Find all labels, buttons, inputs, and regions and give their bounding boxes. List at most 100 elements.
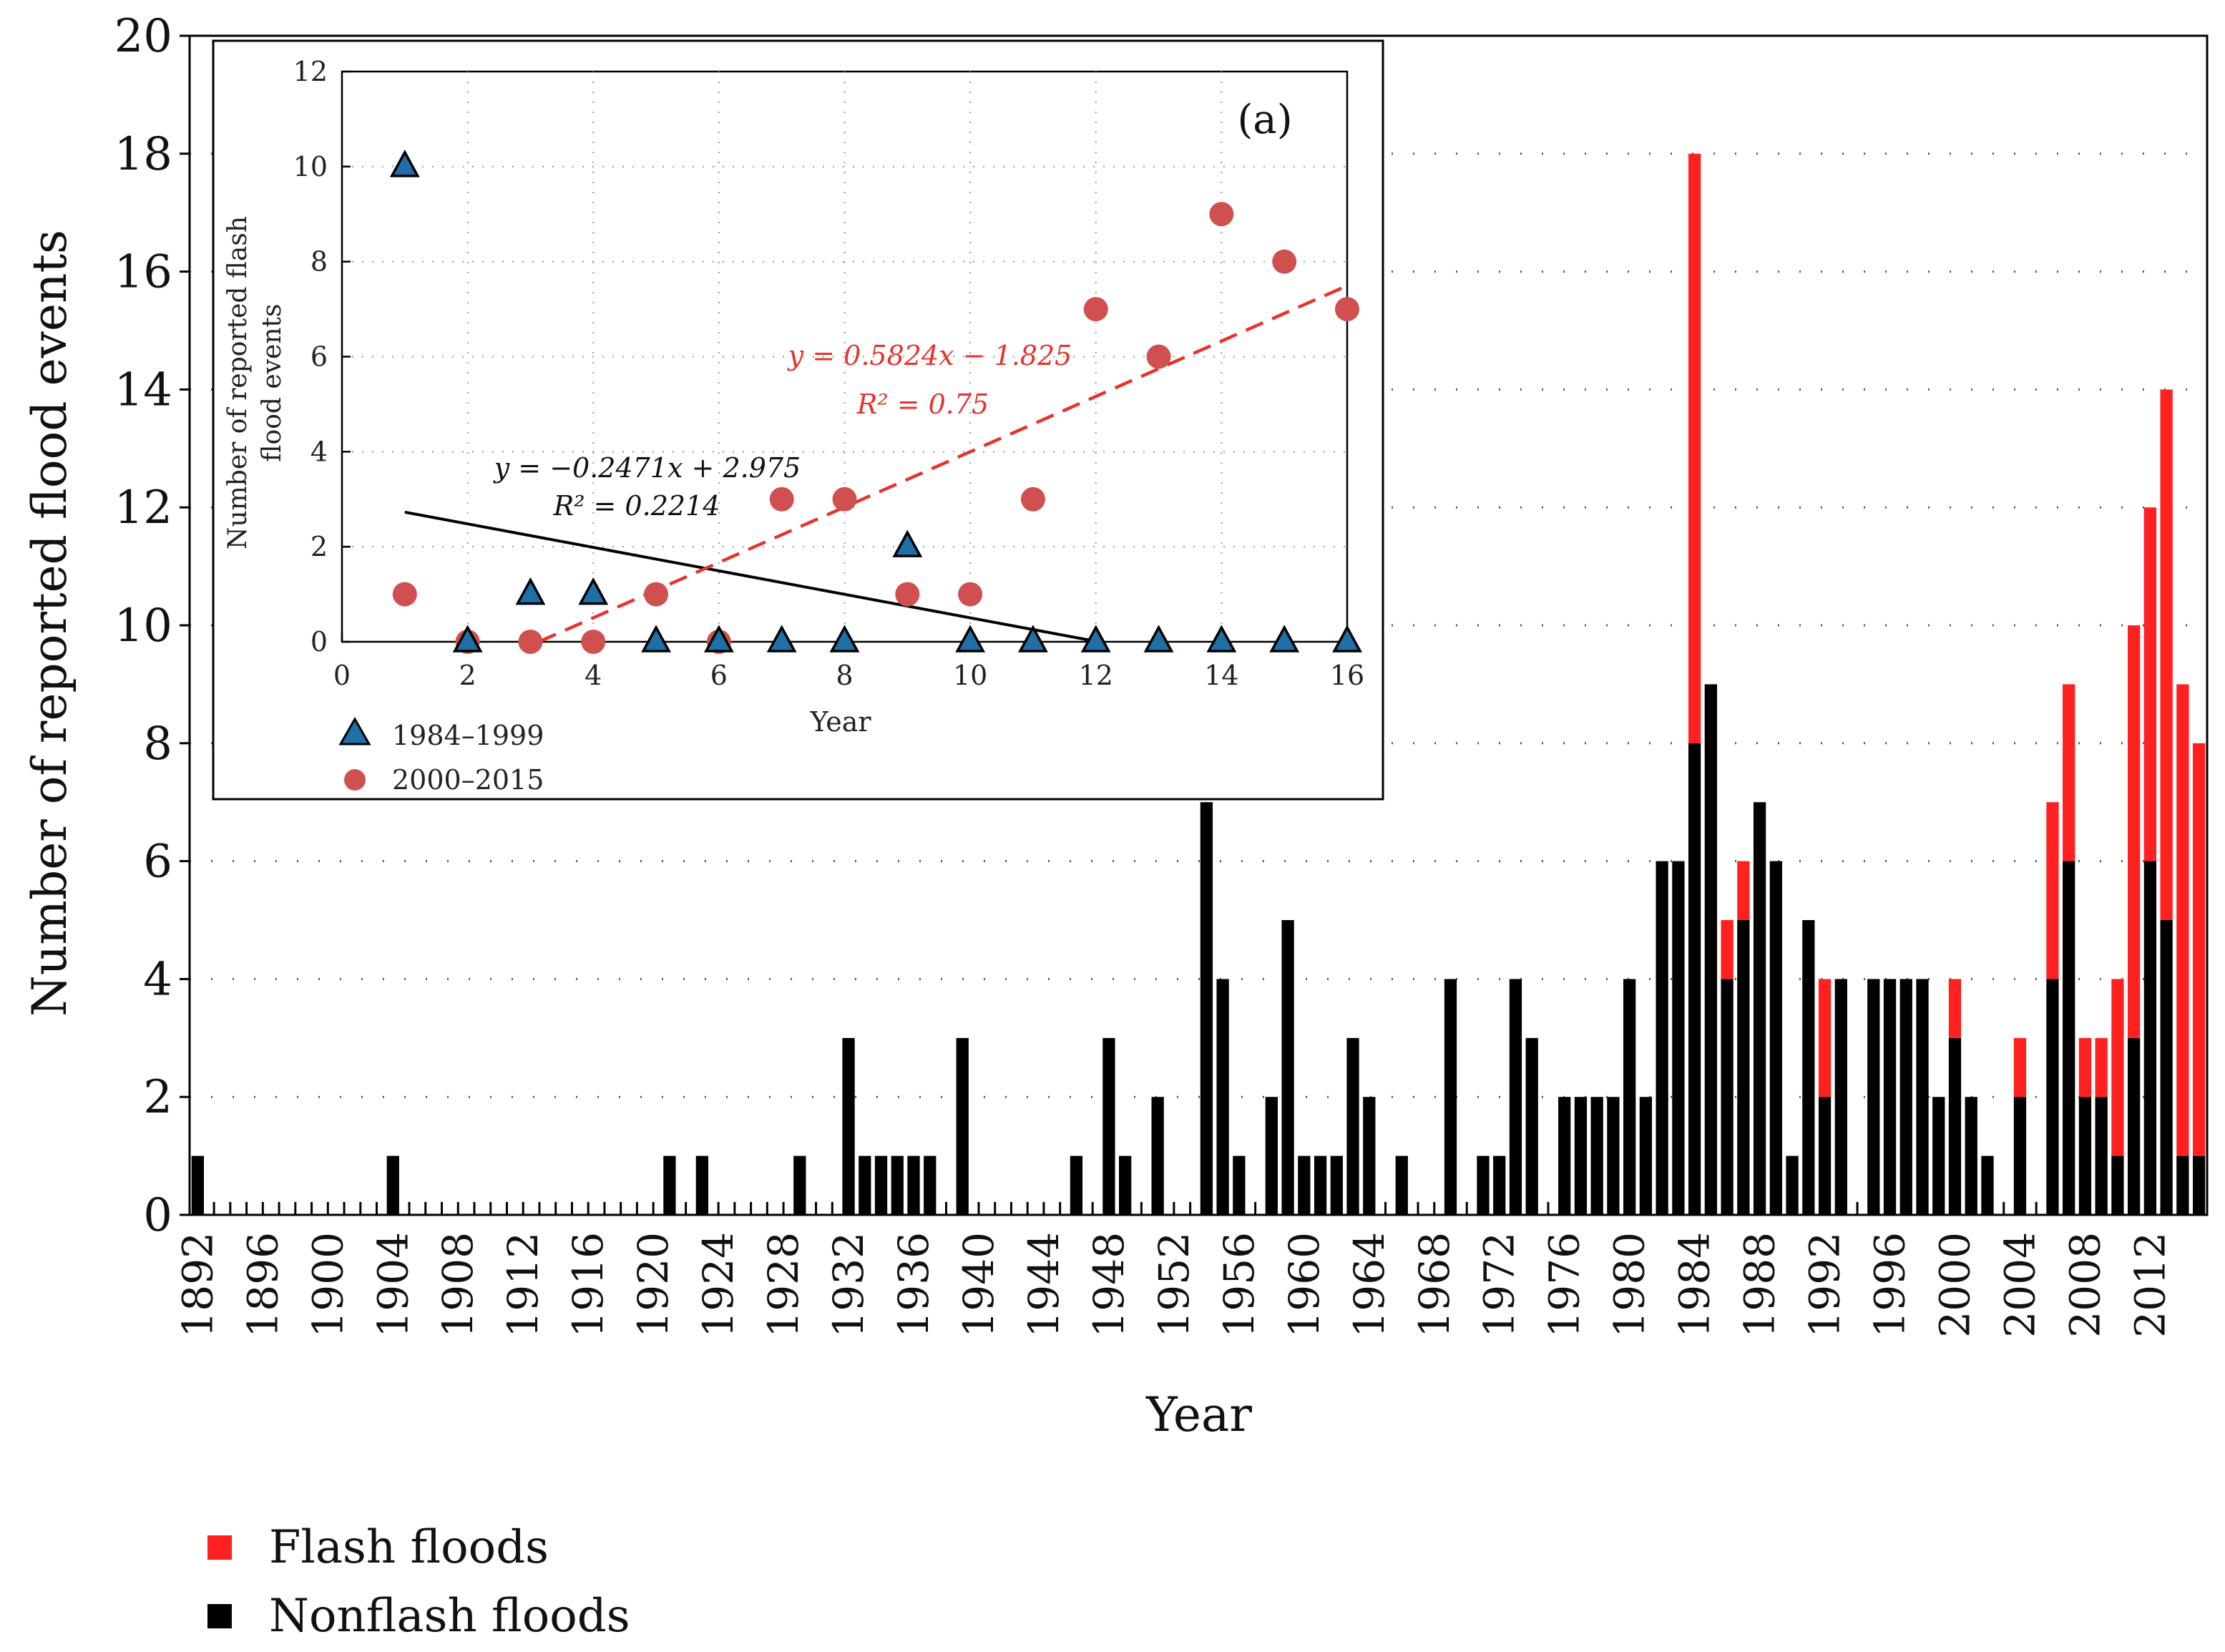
inset-x-tick-label: 14 [1204, 660, 1238, 691]
nonflash-bar-1987 [1737, 920, 1750, 1215]
fit-equation-red: y = 0.5824x − 1.825 [787, 340, 1072, 371]
point-1984-1999 [1017, 625, 1048, 653]
nonflash-bar-1958 [1265, 1097, 1278, 1215]
point-2000-2015 [1209, 202, 1234, 227]
nonflash-bar-1992 [1818, 1097, 1832, 1215]
x-tick-label: 1892 [173, 1232, 222, 1338]
x-tick-label: 1988 [1736, 1232, 1784, 1338]
nonflash-bar-1985 [1704, 684, 1718, 1215]
nonflash-bar-2013 [2160, 920, 2173, 1215]
x-tick-label: 2012 [2126, 1232, 2174, 1338]
nonflash-bar-1986 [1721, 979, 1733, 1215]
nonflash-bar-2008 [2078, 1097, 2092, 1215]
y-tick-label: 18 [114, 128, 172, 181]
x-tick-label: 1956 [1215, 1232, 1263, 1338]
nonflash-bar-2006 [2046, 979, 2059, 1215]
x-tick-label: 1968 [1410, 1232, 1459, 1338]
inset-x-tick-label: 0 [333, 660, 351, 691]
flash-bar-2007 [2063, 684, 2075, 861]
nonflash-bar-1999 [1932, 1097, 1945, 1215]
nonflash-bar-1932 [842, 1037, 855, 1215]
nonflash-bar-1988 [1753, 802, 1766, 1215]
legend-item-flash: Flash floods [207, 1513, 630, 1582]
y-tick-label: 4 [143, 953, 172, 1006]
legend-swatch-flash [207, 1535, 232, 1560]
nonflash-bar-1997 [1899, 979, 1912, 1215]
nonflash-bar-2010 [2111, 1155, 2124, 1215]
x-tick-label: 1944 [1019, 1232, 1068, 1338]
inset-x-tick-label: 8 [836, 660, 853, 691]
nonflash-bar-1955 [1216, 979, 1229, 1215]
nonflash-bar-1964 [1363, 1097, 1376, 1215]
nonflash-bar-1978 [1590, 1097, 1603, 1215]
flash-bar-2004 [2013, 1037, 2027, 1098]
fit-line-1984-1999 [404, 510, 1097, 643]
point-1984-1999 [829, 625, 860, 653]
x-tick-label: 1984 [1671, 1232, 1719, 1338]
x-tick-label: 1908 [434, 1232, 482, 1338]
nonflash-bar-1946 [1070, 1155, 1083, 1215]
point-2000-2015 [769, 487, 794, 512]
point-1984-1999 [389, 150, 420, 177]
y-tick-label: 14 [114, 363, 172, 416]
point-2000-2015 [958, 582, 983, 607]
y-tick-label: 0 [143, 1189, 172, 1242]
nonflash-bar-1935 [891, 1155, 904, 1215]
nonflash-bar-1966 [1395, 1155, 1408, 1215]
x-tick-label: 2004 [1995, 1232, 2044, 1338]
inset-x-axis-title: Year [809, 706, 871, 738]
x-tick-label: 1940 [954, 1232, 1003, 1338]
point-2000-2015 [1083, 297, 1108, 322]
x-tick-label: 2000 [1931, 1232, 1980, 1338]
nonflash-bar-1948 [1102, 1037, 1115, 1215]
inset-x-tick-label: 6 [710, 660, 728, 691]
nonflash-bar-1961 [1314, 1155, 1327, 1215]
point-2000-2015 [1335, 297, 1359, 322]
inset-fit-lines [404, 284, 1348, 644]
nonflash-bar-2000 [1948, 1037, 1962, 1215]
x-tick-label: 1932 [824, 1232, 873, 1338]
nonflash-bar-1995 [1867, 979, 1880, 1215]
inset-x-tick-label: 12 [1079, 660, 1113, 691]
x-tick-label: 2008 [2060, 1232, 2109, 1338]
nonflash-bar-1996 [1883, 979, 1897, 1215]
nonflash-bar-1981 [1639, 1097, 1653, 1215]
nonflash-bar-2004 [2013, 1097, 2027, 1215]
inset-x-tick-label: 4 [585, 660, 602, 691]
nonflash-bar-1923 [695, 1155, 709, 1215]
nonflash-bar-2001 [1965, 1097, 1977, 1215]
x-tick-label: 1924 [694, 1232, 743, 1338]
nonflash-bar-1892 [191, 1155, 205, 1215]
flash-bar-1992 [1818, 979, 1832, 1098]
y-tick-label: 16 [114, 246, 172, 299]
fit-r2-black: R² = 0.2214 [553, 490, 720, 522]
point-1984-1999 [578, 577, 609, 605]
main-y-axis-title: Number of reported flood events [22, 230, 77, 1017]
nonflash-bar-1960 [1298, 1155, 1311, 1215]
nonflash-bar-1929 [793, 1155, 806, 1215]
point-1984-1999 [452, 625, 483, 653]
inset-y-tick-label: 10 [293, 151, 328, 182]
flash-bar-2015 [2192, 743, 2206, 1156]
nonflash-bar-1984 [1688, 743, 1701, 1215]
point-1984-1999 [703, 625, 734, 653]
nonflash-bar-1989 [1769, 861, 1782, 1215]
inset-y-tick-label: 2 [310, 531, 328, 562]
flash-bar-1987 [1737, 861, 1750, 920]
nonflash-bar-1962 [1330, 1155, 1343, 1215]
x-tick-label: 1980 [1605, 1232, 1654, 1338]
inset-legend-triangle-marker [338, 716, 371, 746]
flash-bar-1986 [1721, 920, 1733, 979]
nonflash-bar-1982 [1656, 861, 1668, 1215]
inset-y-tick-label: 8 [310, 246, 328, 278]
x-tick-label: 1992 [1801, 1232, 1849, 1338]
nonflash-bar-2009 [2095, 1097, 2108, 1215]
x-tick-label: 1964 [1345, 1232, 1394, 1338]
nonflash-bar-1977 [1574, 1097, 1588, 1215]
nonflash-bar-1959 [1281, 920, 1294, 1215]
legend-item-nonflash: Nonflash floods [207, 1582, 630, 1651]
nonflash-bar-1976 [1558, 1097, 1571, 1215]
nonflash-bar-1980 [1623, 979, 1636, 1215]
point-2000-2015 [518, 630, 543, 654]
point-1984-1999 [892, 529, 923, 557]
